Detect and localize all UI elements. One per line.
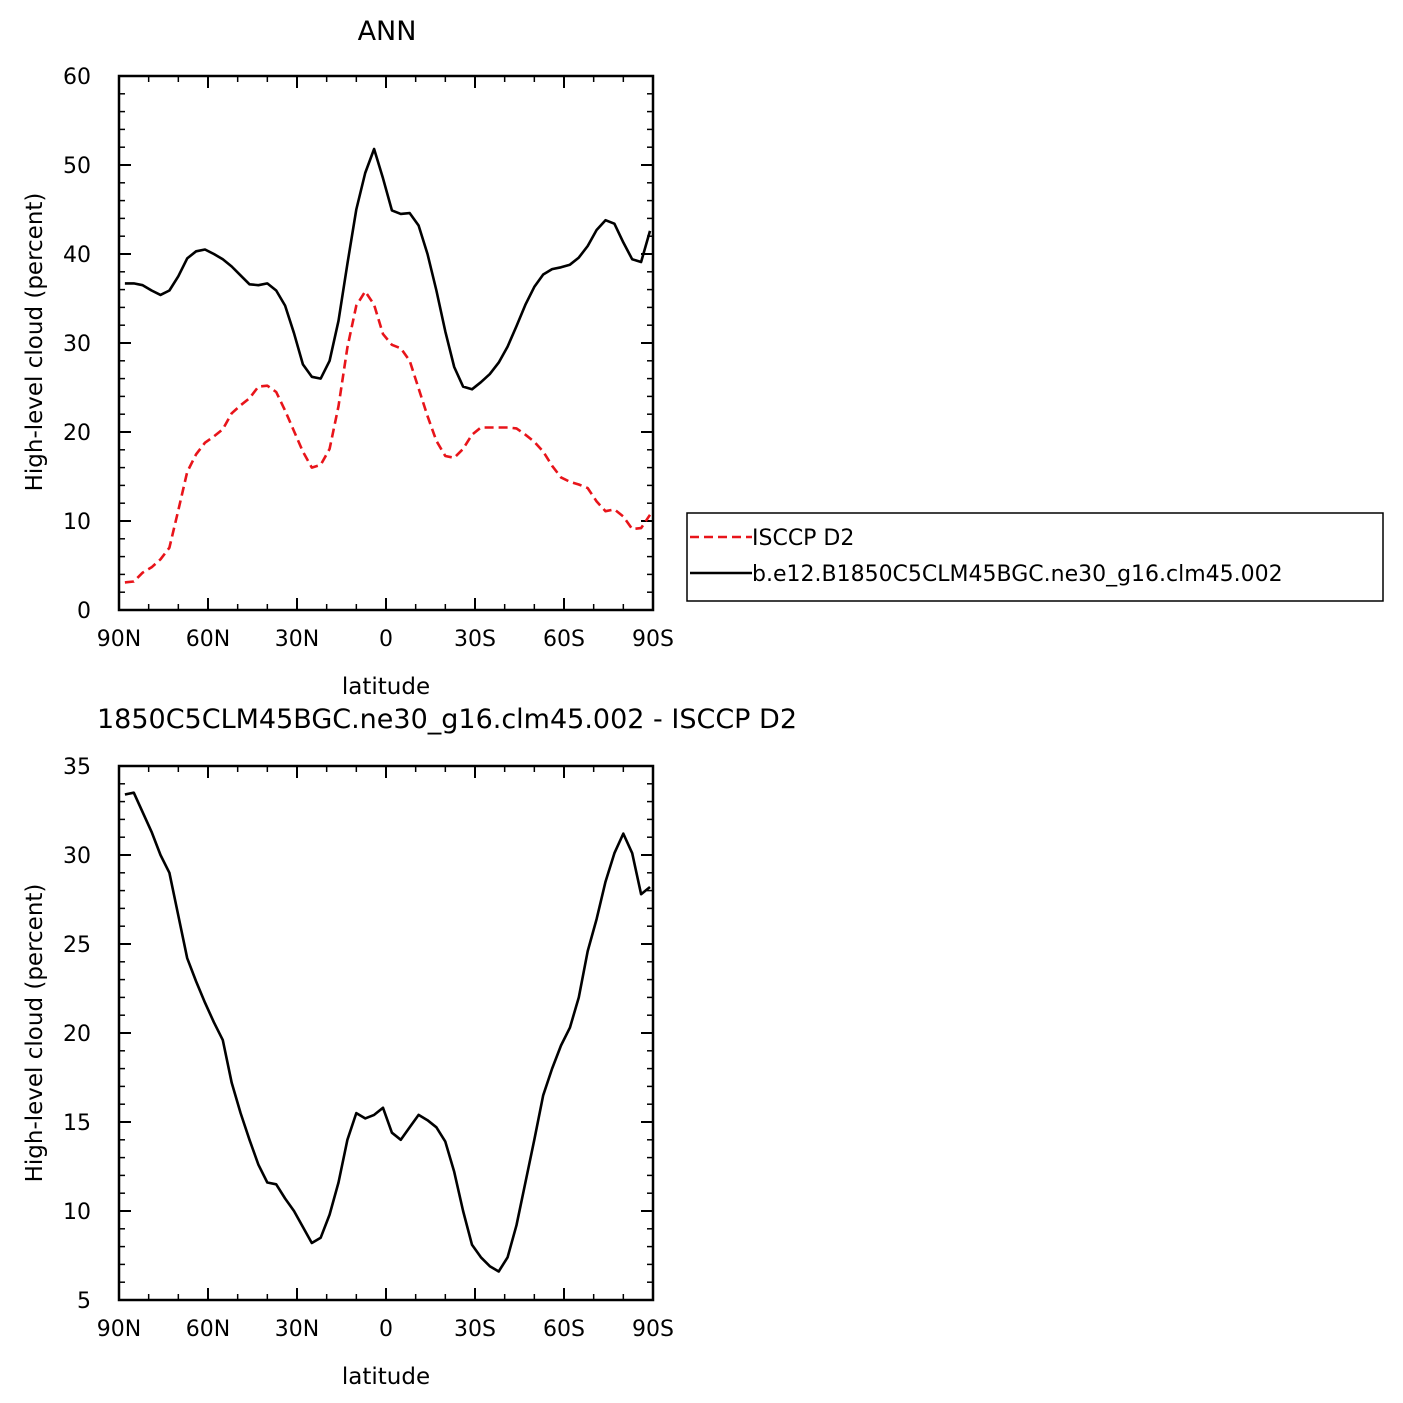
- x-tick-label: 30N: [275, 1317, 319, 1342]
- y-tick-label: 50: [63, 154, 91, 179]
- top-plot-frame: [117, 74, 655, 612]
- x-tick-label: 90N: [97, 1317, 141, 1342]
- x-tick-label: 60S: [543, 1317, 585, 1342]
- series-line-0-0: [124, 290, 652, 584]
- x-tick-label: 0: [379, 1317, 393, 1342]
- y-tick-label: 20: [63, 1022, 91, 1047]
- bottom-chart-title: 1850C5CLM45BGC.ne30_g16.clm45.002 - ISCC…: [97, 704, 797, 735]
- x-tick-label: 30N: [275, 627, 319, 652]
- bottom-y-axis-label: High-level cloud (percent): [22, 884, 48, 1183]
- y-tick-label: 5: [77, 1289, 91, 1314]
- x-tick-label: 0: [379, 627, 393, 652]
- bottom-plot-frame: [117, 764, 655, 1302]
- legend-label-isccp: ISCCP D2: [752, 526, 854, 551]
- top-chart-title: ANN: [358, 16, 417, 47]
- y-tick-label: 25: [63, 933, 91, 958]
- x-tick-label: 60S: [543, 627, 585, 652]
- y-tick-label: 35: [63, 755, 91, 780]
- y-tick-label: 60: [63, 65, 91, 90]
- y-tick-label: 30: [63, 332, 91, 357]
- bottom-panel: 1850C5CLM45BGC.ne30_g16.clm45.002 - ISCC…: [22, 704, 797, 1390]
- top-y-axis-label: High-level cloud (percent): [22, 193, 48, 492]
- x-tick-label: 90S: [632, 1317, 674, 1342]
- bottom-x-axis-label: latitude: [342, 1364, 430, 1390]
- x-tick-label: 30S: [454, 627, 496, 652]
- x-tick-label: 60N: [186, 627, 230, 652]
- y-tick-label: 15: [63, 1111, 91, 1136]
- x-tick-label: 90S: [632, 627, 674, 652]
- y-tick-label: 0: [77, 599, 91, 624]
- legend-box: [686, 512, 1384, 602]
- series-line-1-0: [124, 791, 651, 1273]
- series-line-0-1: [124, 147, 652, 391]
- legend: ISCCP D2 b.e12.B1850C5CLM45BGC.ne30_g16.…: [686, 512, 1384, 602]
- y-tick-label: 40: [63, 243, 91, 268]
- y-tick-label: 10: [63, 510, 91, 535]
- top-panel: ANN latitude High-level cloud (percent) …: [22, 16, 674, 700]
- top-x-axis-label: latitude: [342, 674, 430, 700]
- x-tick-label: 60N: [186, 1317, 230, 1342]
- x-tick-label: 90N: [97, 627, 141, 652]
- y-tick-label: 20: [63, 421, 91, 446]
- y-tick-label: 10: [63, 1200, 91, 1225]
- x-tick-label: 30S: [454, 1317, 496, 1342]
- legend-label-model: b.e12.B1850C5CLM45BGC.ne30_g16.clm45.002: [752, 562, 1283, 587]
- y-tick-label: 30: [63, 844, 91, 869]
